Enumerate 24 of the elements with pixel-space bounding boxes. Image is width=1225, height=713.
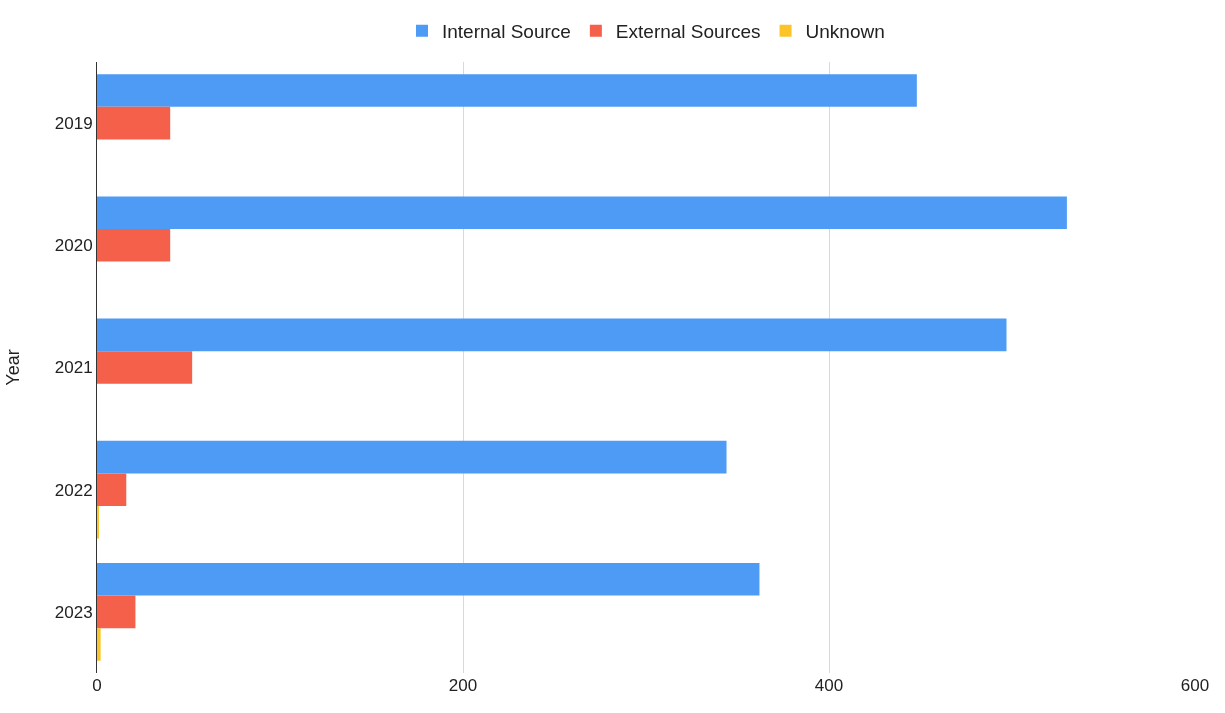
bar (97, 196, 1067, 230)
x-tick-label: 400 (814, 676, 844, 695)
y-tick-label: 2022 (54, 480, 93, 500)
y-tick-label: 2020 (54, 236, 93, 256)
y-axis-title: Year (2, 349, 23, 386)
bar (97, 351, 193, 384)
bar (97, 318, 1007, 352)
bar (97, 595, 136, 629)
x-tick-label: 0 (92, 676, 102, 695)
legend-label: Unknown (805, 21, 885, 43)
x-tick-label: 200 (448, 676, 478, 695)
x-tick-label: 600 (1180, 676, 1210, 695)
bar (97, 628, 101, 661)
bar (97, 440, 727, 474)
bar (97, 563, 760, 596)
y-tick-label: 2021 (54, 358, 93, 378)
legend-label: External Sources (615, 21, 761, 43)
bar (97, 473, 127, 506)
legend-label: Internal Source (442, 21, 571, 43)
y-tick-label: 2019 (54, 114, 93, 134)
bar (97, 106, 171, 140)
bar (97, 229, 171, 262)
bar (97, 74, 917, 107)
y-tick-label: 2023 (54, 602, 93, 622)
